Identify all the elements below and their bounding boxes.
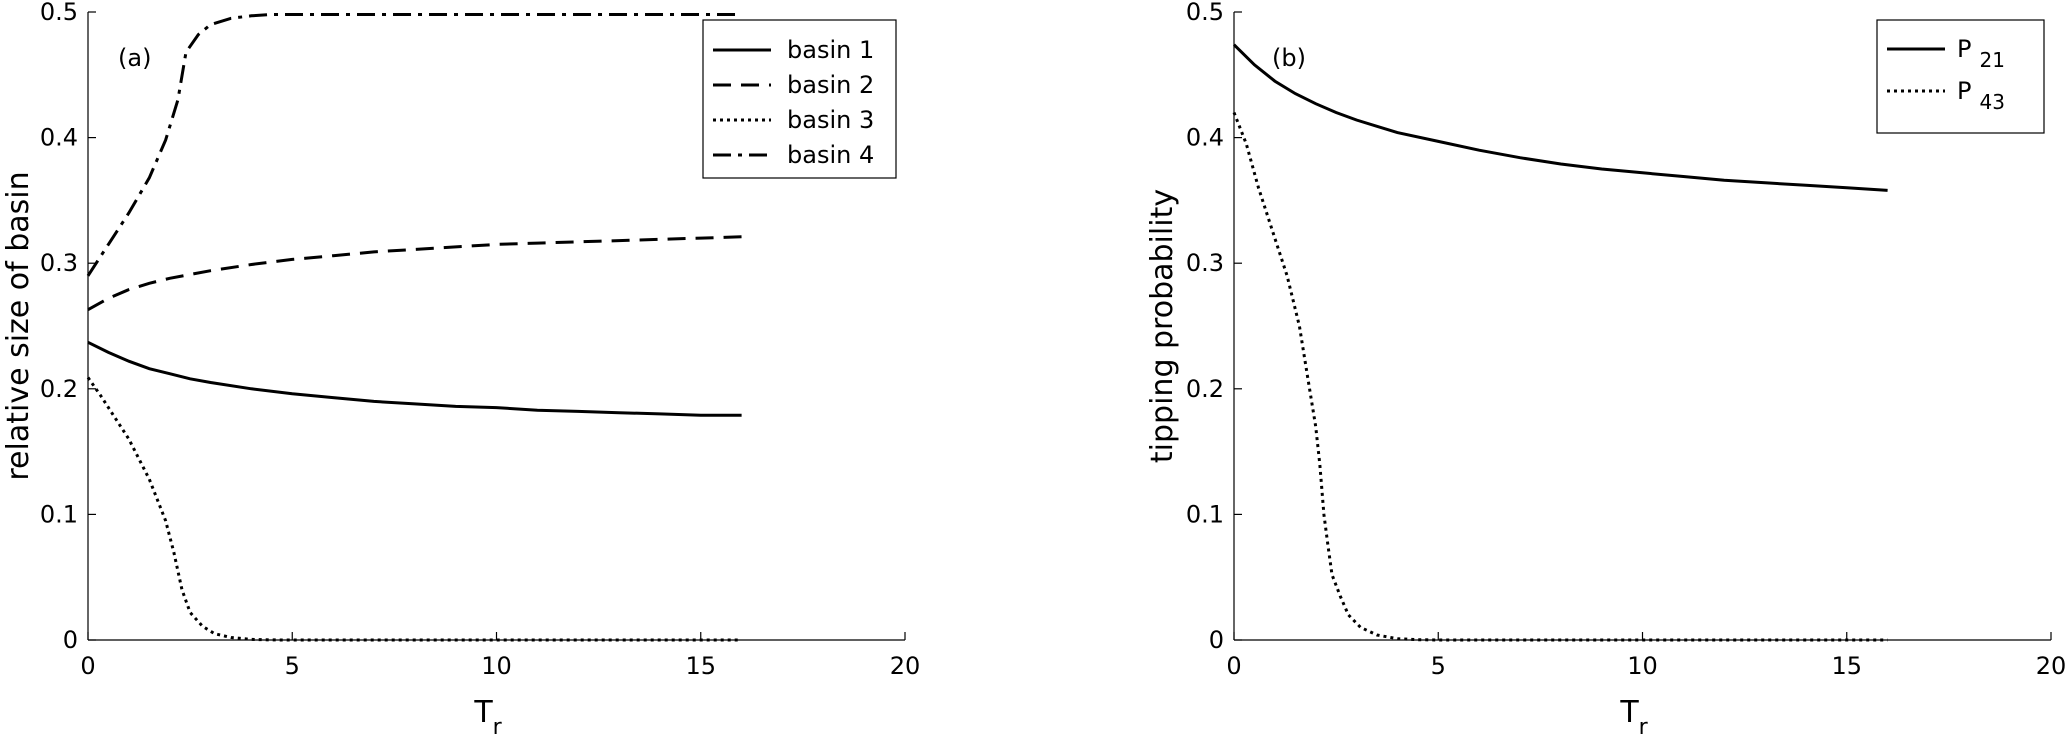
series-line-1 <box>1232 43 1888 192</box>
x-tick-label: 15 <box>685 652 716 680</box>
panel-a-chart: 0 5 10 15 20 0 0.1 0.2 0.3 0.4 0.5 relative size of… <box>1 0 920 737</box>
legend-label: P 43 <box>1957 77 2005 114</box>
y-tick-label: 0 <box>63 626 78 654</box>
x-tick-label: 15 <box>1831 652 1862 680</box>
panel-b-chart: 0 5 10 15 20 0 0.1 0.2 0.3 0.4 0.5 tipping probabil… <box>1145 0 2066 737</box>
y-tick-label: 0.4 <box>40 124 78 152</box>
legend-box <box>1876 19 2045 134</box>
y-tick-label: 0.5 <box>40 0 78 26</box>
y-tick-label: 0.4 <box>1186 124 1224 152</box>
legend-label: basin 1 <box>787 36 874 64</box>
x-tick-label: 5 <box>285 652 300 680</box>
panel-label: (b) <box>1272 44 1306 72</box>
x-tick-label: 5 <box>1431 652 1446 680</box>
y-tick-label: 0.2 <box>40 375 78 403</box>
y-axis-title: relative size of basin <box>1 171 36 480</box>
x-tick-label: 20 <box>2036 652 2067 680</box>
y-tick-label: 0.3 <box>1186 249 1224 277</box>
x-axis-title: Tr <box>473 695 502 737</box>
y-tick-label: 0.1 <box>1186 500 1224 528</box>
y-tick-label: 0.5 <box>1186 0 1224 26</box>
series-line-1 <box>87 340 742 417</box>
y-tick-label: 0.3 <box>40 249 78 277</box>
x-tick-label: 10 <box>481 652 512 680</box>
legend-box <box>702 19 897 179</box>
panel-label: (a) <box>118 44 151 72</box>
legend-label: basin 2 <box>787 71 874 99</box>
y-tick-label: 0.2 <box>1186 375 1224 403</box>
x-tick-label: 0 <box>1226 652 1241 680</box>
y-axis-title: tipping probability <box>1145 189 1180 463</box>
x-tick-label: 10 <box>1627 652 1658 680</box>
series-line-2 <box>87 235 742 312</box>
legend-label: basin 3 <box>787 106 874 134</box>
y-tick-label: 0.1 <box>40 500 78 528</box>
x-tick-label: 0 <box>80 652 95 680</box>
y-tick-label: 0 <box>1209 626 1224 654</box>
x-axis-title: Tr <box>1619 695 1648 737</box>
series-line-4 <box>86 13 742 277</box>
legend-label: basin 4 <box>787 141 874 169</box>
legend-label: P 21 <box>1957 35 2005 72</box>
x-tick-label: 20 <box>890 652 921 680</box>
series-line-2 <box>1232 111 1888 642</box>
series-line-3 <box>86 376 742 642</box>
